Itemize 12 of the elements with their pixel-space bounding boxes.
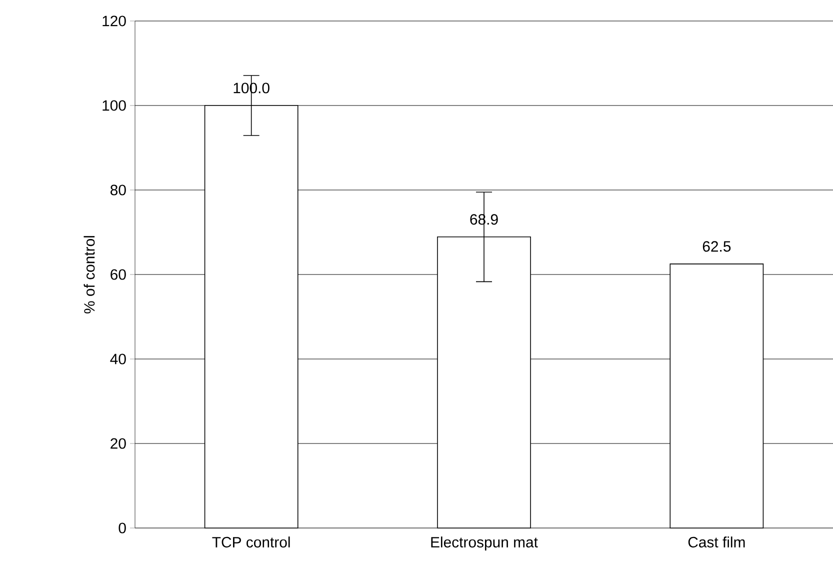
y-tick-label: 20 bbox=[110, 438, 126, 449]
y-axis-title: % of control bbox=[84, 236, 95, 314]
y-tick-label: 40 bbox=[110, 354, 126, 364]
y-tick-label: 100 bbox=[102, 100, 126, 111]
y-tick-label: 120 bbox=[102, 16, 126, 26]
y-tick-label: 60 bbox=[110, 269, 126, 280]
x-tick-label: Electrospun mat bbox=[431, 536, 538, 550]
data-label: 62.5 bbox=[702, 241, 731, 252]
y-tick-label: 80 bbox=[110, 184, 126, 196]
x-tick-label: TCP control bbox=[212, 536, 290, 548]
x-tick-label: Cast film bbox=[688, 536, 745, 548]
y-tick-label: 0 bbox=[118, 522, 126, 534]
